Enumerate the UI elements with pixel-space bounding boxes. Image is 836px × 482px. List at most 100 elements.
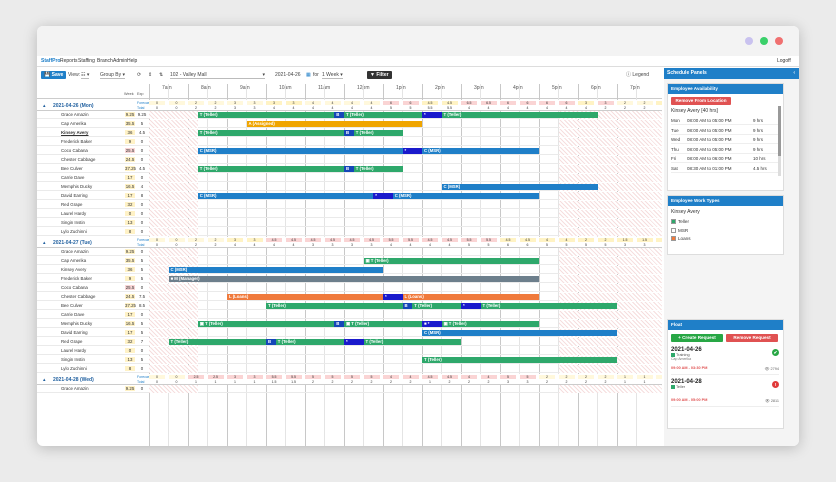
shift-bar[interactable]: ▣ T (Teller) <box>363 258 539 264</box>
employee-name[interactable]: Frederick Baker <box>61 139 92 144</box>
shift-bar[interactable]: T (Teller) <box>197 166 344 172</box>
employee-row[interactable]: Laurel Hardy 0 0 <box>37 347 662 355</box>
shift-bar[interactable]: B <box>402 303 413 309</box>
filter-button[interactable]: ▼ Filter <box>367 71 392 79</box>
nav-admin[interactable]: Admin <box>113 58 128 64</box>
employee-row[interactable]: Bee Culver 37.25 4.5 T (Teller) B T (Teller) <box>37 165 662 173</box>
shift-bar[interactable]: B <box>334 321 344 327</box>
shift-bar[interactable]: B <box>344 130 354 136</box>
employee-row[interactable]: Grace Amazin 9.25 9.25 T (Teller) B T (Teller… <box>37 111 662 119</box>
shift-bar[interactable]: * <box>383 294 403 300</box>
employee-row[interactable]: David Earring 17 8 C (MSR) * C (MSR) <box>37 192 662 200</box>
employee-name[interactable]: Kinsey Avery <box>61 130 89 135</box>
shift-bar[interactable]: T (Teller) <box>363 339 461 345</box>
legend-button[interactable]: ⓘ Legend <box>626 71 649 79</box>
remove-from-location-button[interactable]: Remove From Location <box>671 97 731 105</box>
shift-bar[interactable]: T (Teller) <box>275 339 344 345</box>
logoff-link[interactable]: Logoff <box>777 58 791 64</box>
employee-name[interactable]: Singin Instin <box>61 357 85 362</box>
work-type-item[interactable]: MSR <box>671 228 688 233</box>
employee-row[interactable]: Cap Amerika 35.5 5 ▣ T (Teller) <box>37 257 662 265</box>
employee-name[interactable]: Red Grape <box>61 339 83 344</box>
day-header[interactable]: ▴ 2021-04-26 (Mon) Forecast Total 0 0 0 0 2 2 2 2 3 3… <box>37 100 662 111</box>
employee-name[interactable]: Grace Amazin <box>61 386 89 391</box>
shift-bar[interactable]: C (MSR) <box>197 193 374 199</box>
employee-name[interactable]: Chester Cabbage <box>61 157 96 162</box>
employee-row[interactable]: Bee Culver 37.25 8.5 T (Teller) B T (Teller) *… <box>37 302 662 310</box>
shift-bar[interactable]: C (MSR) <box>392 193 539 199</box>
nav-branch[interactable]: Branch <box>97 58 113 64</box>
employee-name[interactable]: Cap Amerika <box>61 258 87 263</box>
shift-bar[interactable]: * <box>422 112 442 118</box>
float-request[interactable]: 2021-04-26 Training Cap Amerika 09:00 AM - … <box>671 347 779 375</box>
shift-bar[interactable]: ■ M (Manager) <box>168 276 539 282</box>
employee-name[interactable]: David Earring <box>61 330 88 335</box>
shift-bar[interactable]: B <box>266 339 276 345</box>
employee-row[interactable]: Singin Instin 13 5 T (Teller) <box>37 356 662 364</box>
shift-bar[interactable]: ▣ T (Teller) <box>344 321 422 327</box>
employee-row[interactable]: Grace Amazin 9.25 0 <box>37 248 662 256</box>
shift-bar[interactable]: * <box>344 339 364 345</box>
employee-row[interactable]: Frederick Baker 9 0 <box>37 138 662 146</box>
shift-bar[interactable]: C (MSR) <box>422 330 617 336</box>
employee-name[interactable]: Bee Culver <box>61 166 83 171</box>
save-button[interactable]: 💾 Save <box>41 71 67 79</box>
shift-bar[interactable]: ▣ T (Teller) <box>197 321 335 327</box>
brand-logo[interactable]: StaffPro <box>41 58 61 64</box>
shift-bar[interactable]: B <box>344 166 354 172</box>
employee-name[interactable]: Grace Amazin <box>61 249 89 254</box>
shift-bar[interactable]: * <box>373 193 393 199</box>
sort-icon[interactable]: ⇕ <box>148 72 153 78</box>
shift-bar[interactable]: T (Teller) <box>197 112 335 118</box>
employee-row[interactable]: Red Grape 32 7 T (Teller) B T (Teller) * T (Tel… <box>37 338 662 346</box>
employee-row[interactable]: Carrie Dave 17 0 <box>37 311 662 319</box>
refresh-icon[interactable]: ⟳ <box>137 72 142 78</box>
employee-row[interactable]: Frederick Baker 9 5 ■ M (Manager) <box>37 275 662 283</box>
collapse-caret-icon[interactable]: ▴ <box>43 103 46 109</box>
employee-row[interactable]: Kinsey Avery 36 4.5 T (Teller) B T (Teller) <box>37 129 662 137</box>
employee-row[interactable]: Kinsey Avery 36 5 C (MSR) <box>37 266 662 274</box>
shift-bar[interactable]: T (Teller) <box>353 130 403 136</box>
create-request-button[interactable]: + Create Request <box>671 334 723 342</box>
close-button[interactable] <box>775 37 783 45</box>
employee-row[interactable]: Coco Cabana 25.5 0 <box>37 284 662 292</box>
work-type-checkbox[interactable] <box>671 219 676 225</box>
shift-bar[interactable]: C (MSR) <box>197 148 403 154</box>
employee-name[interactable]: Singin Instin <box>61 220 85 225</box>
employee-name[interactable]: David Earring <box>61 193 88 198</box>
nav-help[interactable]: Help <box>127 58 138 64</box>
employee-name[interactable]: Grace Amazin <box>61 112 89 117</box>
employee-row[interactable]: David Earring 17 5 C (MSR) <box>37 329 662 337</box>
employee-name[interactable]: Bee Culver <box>61 303 83 308</box>
maximize-button[interactable] <box>760 37 768 45</box>
period-select[interactable]: 1 Week ▾ <box>322 72 343 79</box>
shift-bar[interactable]: B <box>334 112 344 118</box>
shift-bar[interactable]: L (Loans) <box>402 294 539 300</box>
collapse-caret-icon[interactable]: ▴ <box>43 240 46 246</box>
shift-bar[interactable]: T (Teller) <box>441 112 598 118</box>
work-type-item[interactable]: Loans <box>671 236 691 242</box>
group-by-select[interactable]: Group By ▾ <box>100 72 126 79</box>
employee-name[interactable]: Coco Cabana <box>61 148 88 153</box>
shift-bar[interactable]: T (Teller) <box>353 166 403 172</box>
employee-name[interactable]: Frederick Baker <box>61 276 92 281</box>
employee-row[interactable]: Singin Instin 13 0 <box>37 219 662 227</box>
date-input[interactable]: 2021-04-26 <box>275 72 301 78</box>
employee-row[interactable]: Coco Cabana 25.5 0 C (MSR) * C (MSR) <box>37 147 662 155</box>
employee-name[interactable]: Lylo Zuchinni <box>61 366 87 371</box>
shift-bar[interactable]: A (Assigned) <box>246 121 422 127</box>
shift-bar[interactable]: ▣ T (Teller) <box>441 321 539 327</box>
float-request[interactable]: 2021-04-28 Teller 09:00 AM - 05:00 PM 👁 281… <box>671 379 779 407</box>
employee-row[interactable]: Cap Amerika 35.5 5 A (Assigned) <box>37 120 662 128</box>
nav-staffing[interactable]: Staffing <box>78 58 95 64</box>
shift-bar[interactable]: ■ * <box>422 321 442 327</box>
shift-bar[interactable]: T (Teller) <box>480 303 617 309</box>
employee-name[interactable]: Red Grape <box>61 202 83 207</box>
location-select[interactable]: 102 - Valley Mall ▾ <box>170 72 265 79</box>
shift-bar[interactable]: * <box>461 303 481 309</box>
employee-row[interactable]: Lylo Zuchinni 8 0 <box>37 365 662 373</box>
work-type-item[interactable]: Teller <box>671 219 689 225</box>
employee-name[interactable]: Kinsey Avery <box>61 267 87 272</box>
employee-row[interactable]: Memphis Ducky 16.5 4 C (MSR) <box>37 183 662 191</box>
employee-row[interactable]: Grace Amazin 9.25 0 <box>37 385 662 393</box>
